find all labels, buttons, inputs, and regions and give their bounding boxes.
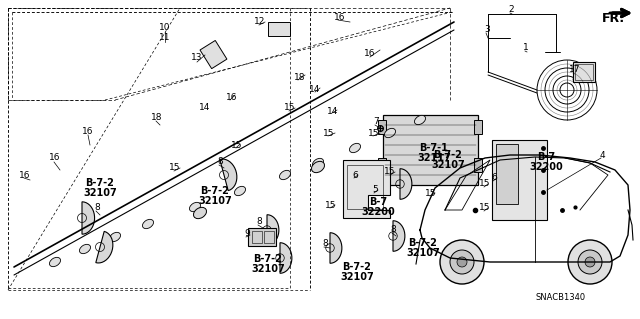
Polygon shape [330,233,342,263]
Ellipse shape [109,232,120,242]
Text: 6: 6 [352,170,358,180]
Ellipse shape [143,219,154,229]
Text: 16: 16 [49,153,61,162]
Text: B-7
32200: B-7 32200 [361,197,395,218]
Text: B-7-2
32107: B-7-2 32107 [340,262,374,282]
Text: 15: 15 [479,180,491,189]
Ellipse shape [234,186,246,196]
Bar [474,120,482,134]
Text: 15: 15 [284,103,296,113]
Circle shape [578,250,602,274]
Bar [264,231,274,243]
Bar [200,41,227,69]
Ellipse shape [312,161,324,173]
Text: B-7-2
32107: B-7-2 32107 [251,254,285,274]
Text: 16: 16 [364,49,376,58]
Bar [492,140,547,220]
Ellipse shape [189,202,200,211]
Text: 16: 16 [83,128,93,137]
Text: 8: 8 [390,226,396,234]
Text: B-7-1
32117: B-7-1 32117 [417,143,451,163]
Text: 18: 18 [294,72,306,81]
Text: 1: 1 [523,43,529,53]
Bar [378,120,386,134]
Text: 14: 14 [309,85,321,93]
Text: B-7-2
32107: B-7-2 32107 [406,238,440,258]
Bar [252,231,262,243]
Text: SNACB1340: SNACB1340 [536,293,586,302]
Circle shape [450,250,474,274]
Text: 11: 11 [159,33,171,41]
Text: 16: 16 [19,170,31,180]
Circle shape [585,257,595,267]
Ellipse shape [79,244,90,254]
Text: 10: 10 [159,24,171,33]
Text: FR.: FR. [602,12,625,25]
Text: 8: 8 [256,218,262,226]
Text: 7: 7 [373,117,379,127]
Text: 3: 3 [484,26,490,34]
Text: 16: 16 [334,13,346,23]
Text: 15: 15 [325,201,337,210]
Text: 15: 15 [384,167,396,176]
Ellipse shape [193,207,207,219]
Text: 5: 5 [372,186,378,195]
Polygon shape [220,159,237,191]
Text: 15: 15 [323,129,335,137]
Polygon shape [343,160,390,218]
Polygon shape [267,215,279,245]
Polygon shape [280,243,292,273]
Text: 9: 9 [244,229,250,239]
Polygon shape [400,169,412,199]
Polygon shape [82,202,95,234]
Text: B-7-2
32107: B-7-2 32107 [83,178,117,198]
Text: 17: 17 [569,65,580,75]
Text: B-7
32200: B-7 32200 [529,152,563,172]
Text: 6: 6 [491,174,497,182]
Ellipse shape [280,170,291,180]
Text: 15: 15 [479,204,491,212]
Text: 15: 15 [368,129,380,137]
Text: B-7-2
32107: B-7-2 32107 [431,150,465,170]
Bar [268,22,290,36]
Text: B-7-2
32107: B-7-2 32107 [198,186,232,206]
Text: 14: 14 [327,107,339,115]
Ellipse shape [312,158,323,168]
Text: 2: 2 [508,5,514,14]
Text: 13: 13 [191,54,203,63]
Bar [378,158,386,172]
Circle shape [568,240,612,284]
Ellipse shape [415,115,426,125]
Bar [575,64,593,80]
Circle shape [440,240,484,284]
Text: 8: 8 [94,204,100,212]
Bar [347,165,383,209]
Text: 4: 4 [599,151,605,160]
Text: 14: 14 [199,103,211,113]
Ellipse shape [49,257,61,267]
Text: 18: 18 [151,114,163,122]
Polygon shape [393,221,405,251]
Bar [496,144,518,204]
Ellipse shape [349,143,360,153]
Circle shape [457,257,467,267]
Bar [248,228,276,246]
Text: 12: 12 [254,18,266,26]
Text: 15: 15 [425,189,436,197]
Text: 8: 8 [217,158,223,167]
Bar [383,115,478,185]
Bar [474,158,482,172]
Ellipse shape [385,128,396,138]
Text: 8: 8 [322,240,328,249]
Text: 15: 15 [231,140,243,150]
Text: 16: 16 [227,93,237,101]
Polygon shape [96,231,113,263]
Bar [573,62,595,82]
Text: 15: 15 [169,164,180,173]
